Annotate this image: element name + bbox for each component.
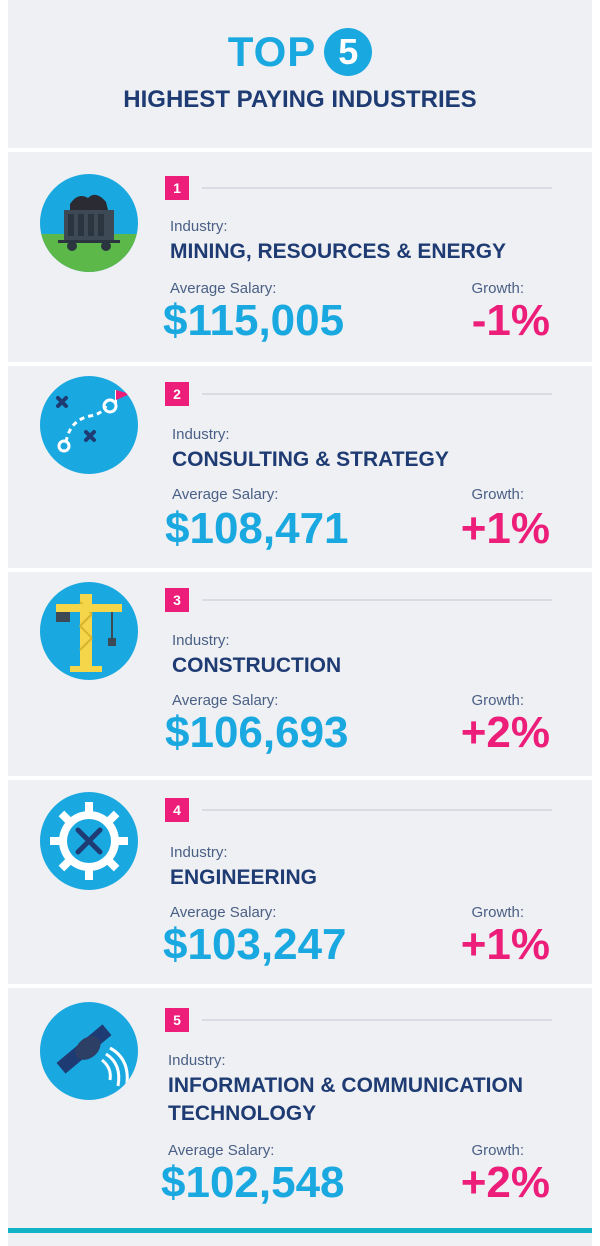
growth-label: Growth:	[471, 280, 524, 297]
title-top-word: TOP	[227, 28, 317, 75]
average-salary-label: Average Salary:	[172, 486, 279, 503]
header: TOP 5 HIGHEST PAYING INDUSTRIES	[8, 0, 592, 148]
industry-label: Industry:	[172, 426, 230, 443]
industry-name: MINING, RESOURCES & ENERGY	[170, 240, 507, 263]
industry-name: ENGINEERING	[170, 866, 318, 889]
growth-label: Growth:	[471, 1142, 524, 1159]
subtitle: HIGHEST PAYING INDUSTRIES	[123, 86, 477, 113]
industry-card-3: 3 Industry: CONSTRUCTION Average Salary:…	[8, 568, 592, 776]
industry-name-line-2: TECHNOLOGY	[168, 1102, 317, 1125]
rank-badge: 5	[165, 1008, 189, 1032]
growth-value: +2%	[460, 1158, 550, 1207]
rank-badge: 4	[165, 798, 189, 822]
divider-line	[202, 187, 552, 189]
industry-name: CONSULTING & STRATEGY	[172, 448, 449, 471]
average-salary-label: Average Salary:	[172, 692, 279, 709]
rank-badge: 2	[165, 382, 189, 406]
satellite-icon	[40, 1002, 138, 1100]
average-salary-label: Average Salary:	[170, 280, 277, 297]
growth-value: +2%	[460, 708, 550, 757]
salary-value: $106,693	[165, 708, 349, 757]
title: TOP 5	[8, 28, 592, 76]
average-salary-label: Average Salary:	[170, 904, 277, 921]
divider-line	[202, 599, 552, 601]
crane-icon	[40, 582, 138, 680]
growth-value: -1%	[471, 296, 550, 345]
salary-value: $115,005	[163, 296, 345, 345]
divider-line	[202, 393, 552, 395]
average-salary-label: Average Salary:	[168, 1142, 275, 1159]
industry-name: CONSTRUCTION	[172, 654, 342, 677]
bottom-accent-bar	[8, 1228, 592, 1233]
industry-label: Industry:	[170, 218, 228, 235]
divider-line	[202, 809, 552, 811]
rank-badge: 1	[165, 176, 189, 200]
industry-card-4: 4 Industry: ENGINEERING Average Salary: …	[8, 776, 592, 984]
salary-value: $102,548	[161, 1158, 345, 1207]
gear-tools-icon	[40, 792, 138, 890]
divider-line	[202, 1019, 552, 1021]
growth-value: +1%	[460, 504, 550, 553]
title-number-badge: 5	[324, 28, 373, 76]
growth-label: Growth:	[471, 692, 524, 709]
growth-label: Growth:	[471, 904, 524, 921]
salary-value: $103,247	[163, 920, 347, 969]
industry-label: Industry:	[170, 844, 228, 861]
industry-name-line-1: INFORMATION & COMMUNICATION	[168, 1074, 524, 1097]
industry-label: Industry:	[172, 632, 230, 649]
industry-card-2: 2 Industry: CONSULTING & STRATEGY Averag…	[8, 362, 592, 568]
strategy-icon	[40, 376, 138, 474]
industry-card-5: 5 Industry: INFORMATION & COMMUNICATION …	[8, 984, 592, 1228]
infographic: TOP 5 HIGHEST PAYING INDUSTRIES 1 Indust…	[8, 0, 592, 1246]
industry-card-1: 1 Industry: MINING, RESOURCES & ENERGY A…	[8, 148, 592, 362]
growth-value: +1%	[460, 920, 550, 969]
rank-badge: 3	[165, 588, 189, 612]
mining-cart-icon	[40, 174, 138, 272]
growth-label: Growth:	[471, 486, 524, 503]
industry-label: Industry:	[168, 1052, 226, 1069]
salary-value: $108,471	[165, 504, 349, 553]
